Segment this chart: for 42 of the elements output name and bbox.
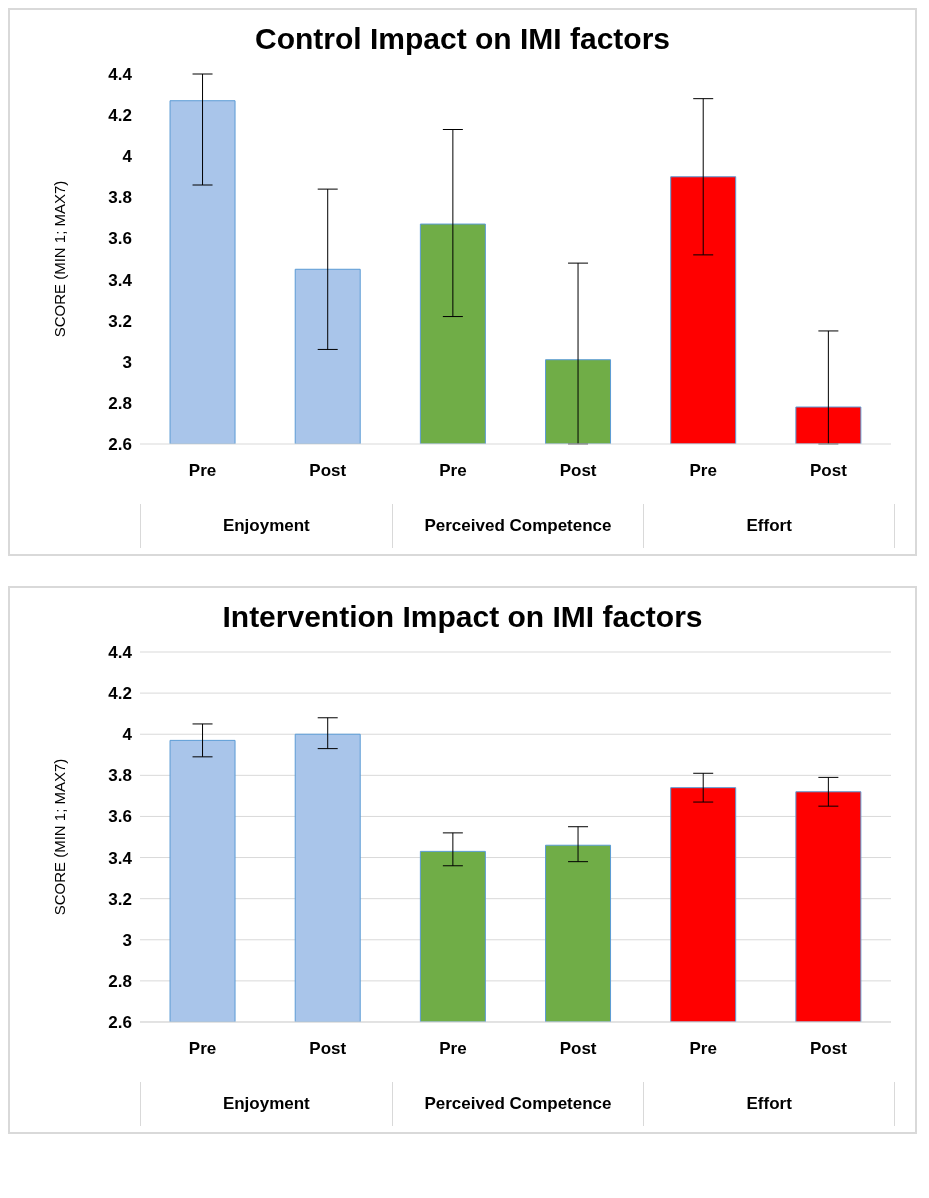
x-tick-label: Post bbox=[309, 1039, 347, 1059]
x-tick-label: Post bbox=[809, 461, 848, 481]
chart-title: Intervention Impact on IMI factors bbox=[221, 599, 704, 635]
y-tick-label: 3.8 bbox=[108, 188, 132, 208]
y-tick-label: 3.6 bbox=[108, 229, 132, 249]
text: Enjoyment bbox=[140, 1082, 392, 1126]
y-tick-label: 3.6 bbox=[108, 807, 132, 827]
y-tick-label: 4 bbox=[122, 147, 133, 167]
x-tick-label: Pre bbox=[188, 1039, 217, 1059]
y-tick-label: 3.2 bbox=[108, 311, 132, 331]
y-tick-label: 4.2 bbox=[108, 684, 132, 704]
y-tick-label: 3.4 bbox=[108, 848, 133, 868]
text: Perceived Competence bbox=[391, 1082, 644, 1126]
text: Enjoyment bbox=[140, 504, 392, 548]
y-tick-label: 3 bbox=[122, 352, 132, 372]
y-tick-label: 2.8 bbox=[108, 971, 132, 991]
x-tick-label: Pre bbox=[439, 1039, 467, 1059]
y-tick-label: 2.6 bbox=[108, 1013, 132, 1033]
text: Effort bbox=[643, 1082, 895, 1126]
y-tick-label: 4.4 bbox=[108, 643, 133, 663]
y-tick-label: 4.4 bbox=[108, 65, 133, 85]
y-axis-title: SCORE (MIN 1; MAX7) bbox=[51, 758, 69, 916]
y-tick-label: 3.8 bbox=[108, 766, 132, 786]
y-tick-label: 3.2 bbox=[108, 889, 132, 909]
y-tick-label: 3.4 bbox=[108, 270, 133, 290]
text: Perceived Competence bbox=[391, 504, 644, 548]
x-tick-label: Pre bbox=[689, 461, 717, 481]
chart-title: Control Impact on IMI factors bbox=[254, 21, 671, 57]
y-tick-label: 4 bbox=[122, 725, 133, 745]
y-tick-label: 4.2 bbox=[108, 106, 132, 126]
x-tick-label: Post bbox=[309, 461, 347, 481]
y-axis-title: SCORE (MIN 1; MAX7) bbox=[51, 180, 69, 338]
text: Effort bbox=[643, 504, 895, 548]
x-tick-label: Post bbox=[559, 461, 597, 481]
y-tick-label: 3 bbox=[122, 930, 132, 950]
x-tick-label: Pre bbox=[188, 461, 217, 481]
x-tick-label: Pre bbox=[439, 461, 467, 481]
x-tick-label: Post bbox=[809, 1039, 848, 1059]
y-tick-label: 2.6 bbox=[108, 435, 132, 455]
x-tick-label: Post bbox=[559, 1039, 597, 1059]
y-tick-label: 2.8 bbox=[108, 393, 132, 413]
x-tick-label: Pre bbox=[689, 1039, 717, 1059]
